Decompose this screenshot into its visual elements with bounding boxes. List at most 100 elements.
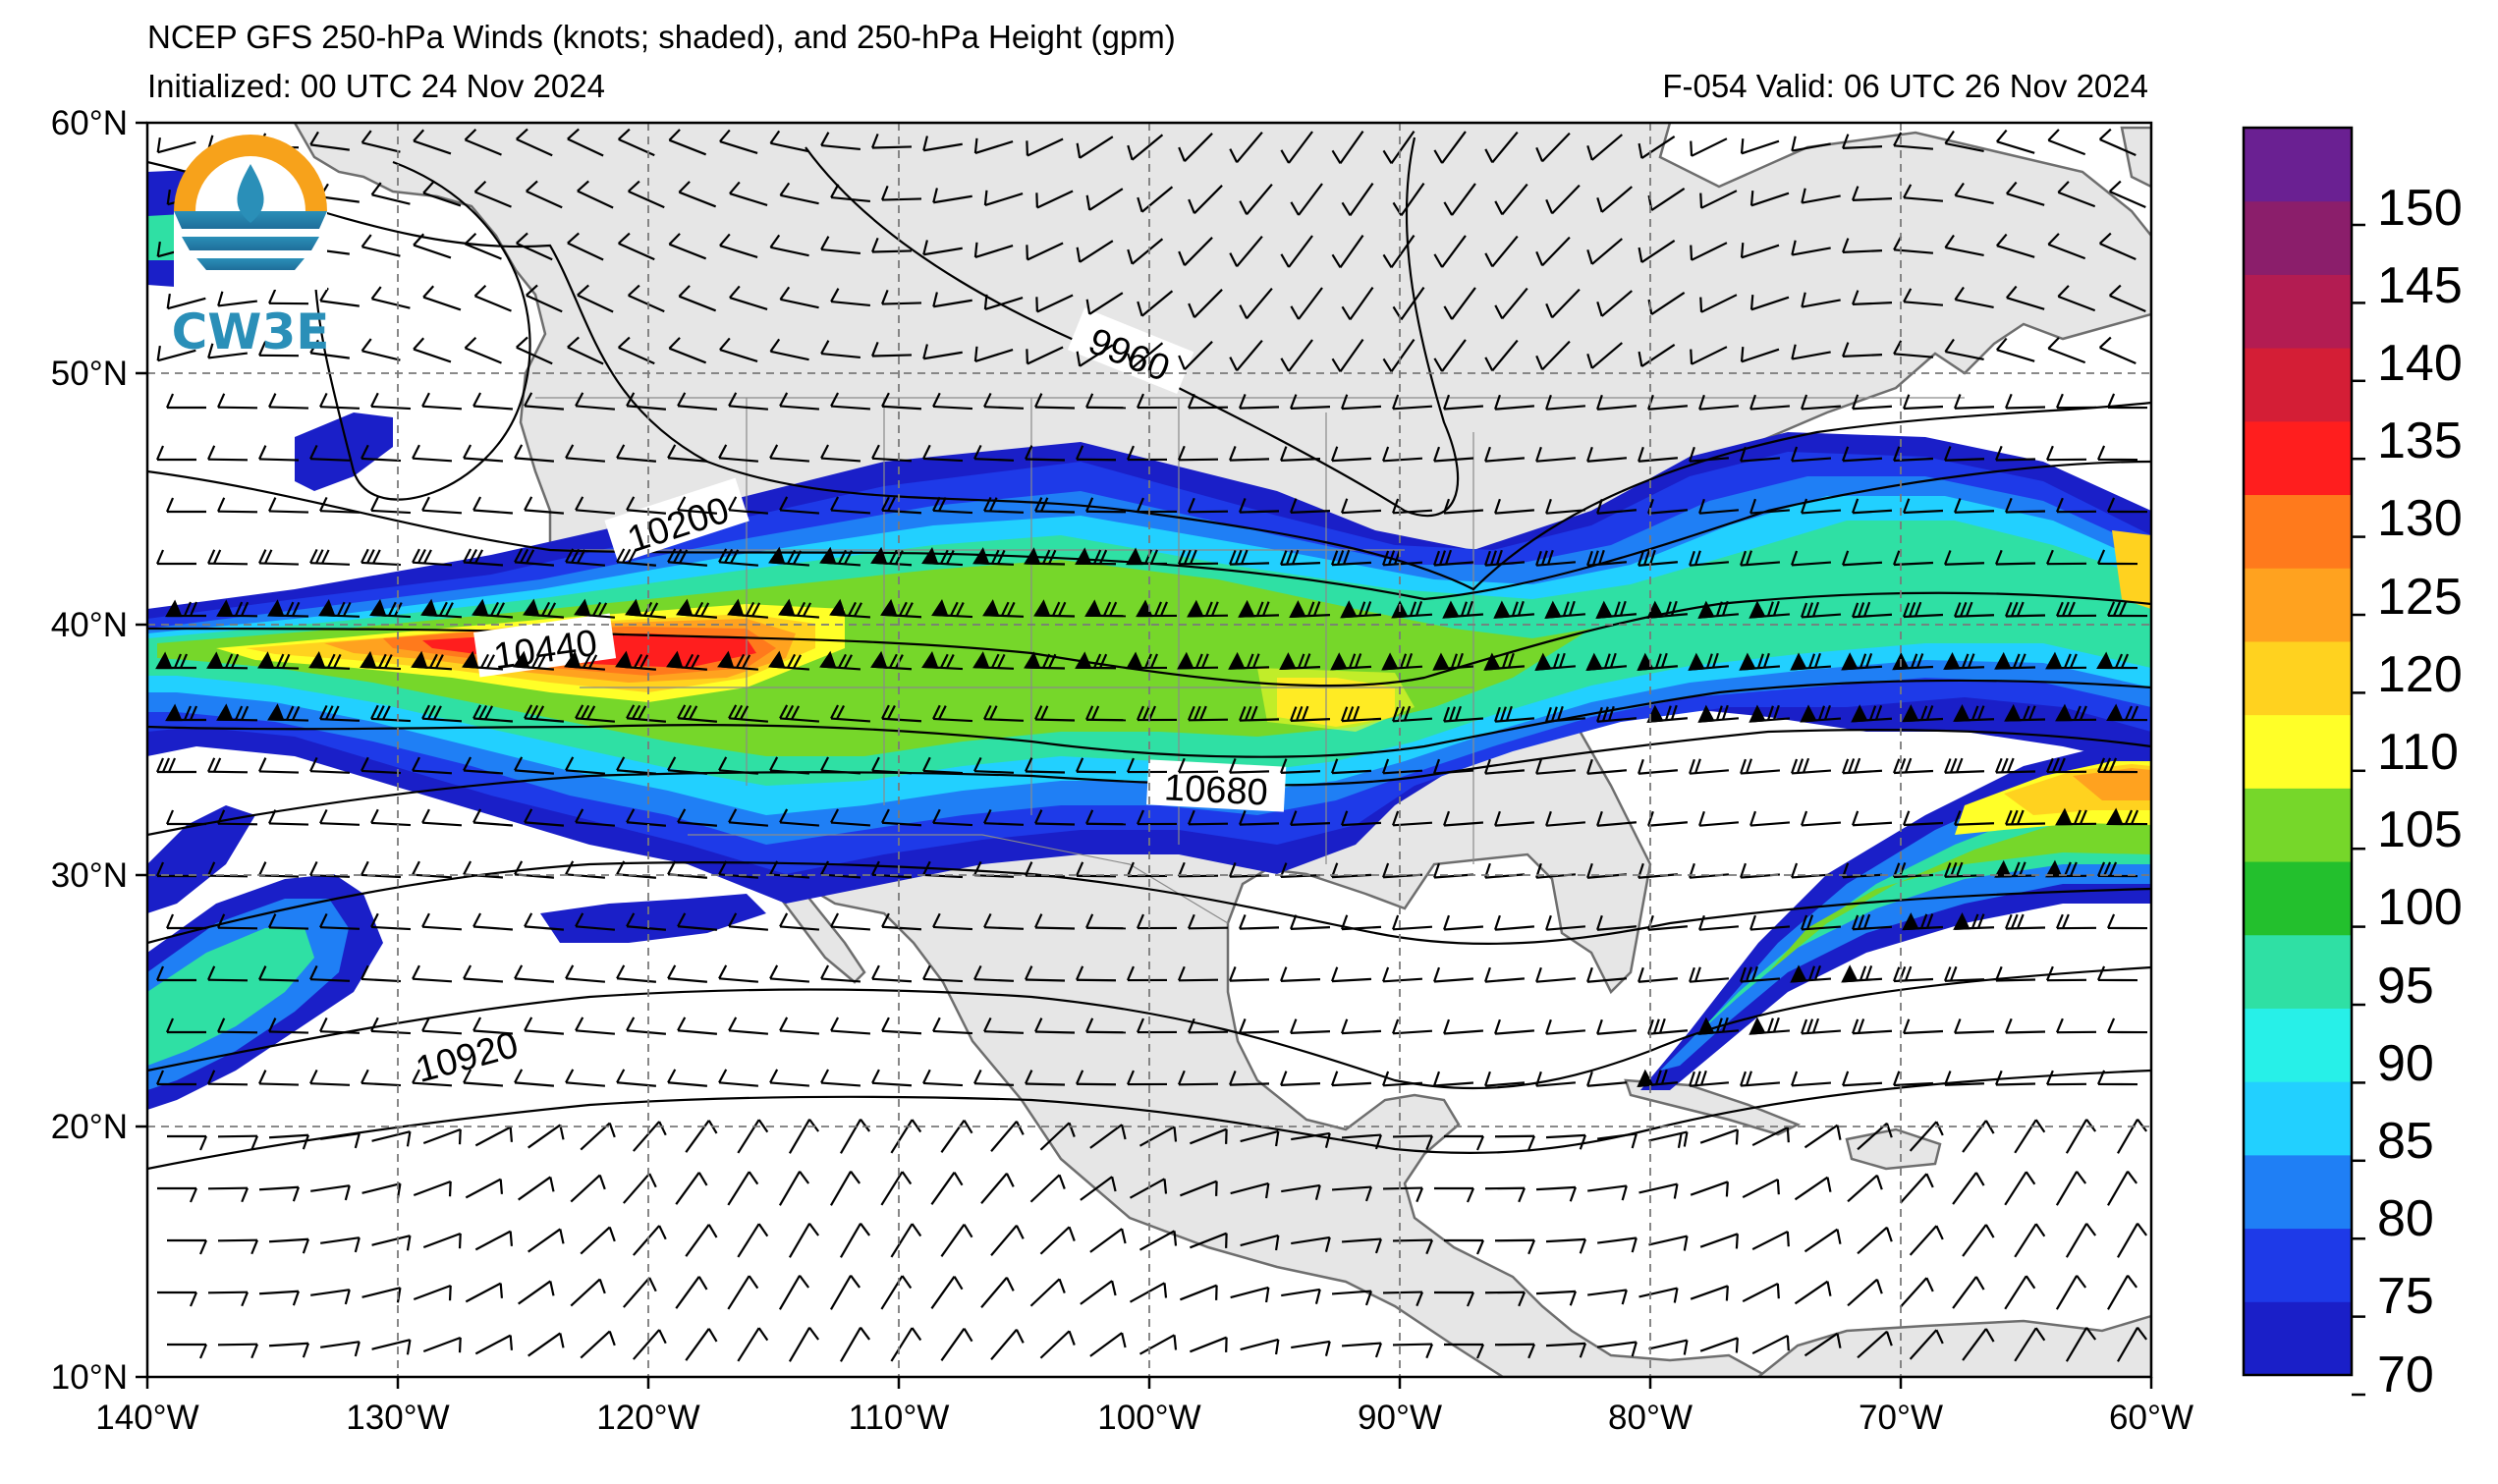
wind-barb: [2004, 703, 2046, 722]
wind-barb: [1697, 600, 1740, 619]
wind-barb: [678, 181, 717, 208]
wind-barb: [1443, 287, 1476, 320]
wind-barb: [565, 1069, 606, 1087]
wind-barb: [890, 1223, 922, 1258]
wind-barb: [463, 444, 504, 463]
wind-barb: [922, 964, 964, 983]
wind-barb: [309, 444, 351, 462]
wind-barb: [1994, 1070, 2036, 1086]
wind-barb: [524, 496, 565, 515]
wind-barb: [1852, 1018, 1893, 1035]
wind-barb: [472, 1017, 514, 1035]
wind-barb: [1229, 340, 1263, 371]
wind-barb: [565, 756, 606, 775]
colorbar-segment: [2244, 568, 2352, 642]
wind-barb: [580, 1122, 616, 1151]
wind-barb: [819, 546, 861, 567]
wind-barb: [370, 182, 411, 205]
wind-barb: [1240, 1338, 1280, 1355]
wind-barb: [2106, 393, 2148, 410]
wind-barb: [2055, 1275, 2087, 1310]
wind-barb: [1847, 1278, 1883, 1307]
wind-barb: [267, 289, 309, 305]
wind-barb: [881, 496, 922, 515]
wind-barb: [157, 1186, 198, 1203]
wind-barb: [2117, 1327, 2148, 1362]
wind-barb: [2014, 1327, 2046, 1362]
wind-barb: [1545, 288, 1581, 319]
colorbar-segment: [2244, 420, 2352, 496]
wind-barb: [973, 1069, 1015, 1086]
wind-barb: [922, 240, 963, 256]
wind-barb: [1943, 757, 1985, 774]
wind-barb: [1688, 652, 1730, 671]
lon-tick: 60°W: [2109, 1399, 2193, 1437]
wind-barb: [1433, 966, 1474, 983]
wind-barb: [1126, 651, 1168, 670]
wind-barb: [1126, 547, 1168, 566]
wind-barb: [2096, 1070, 2138, 1086]
wind-barb: [1330, 758, 1372, 775]
wind-barb: [633, 1329, 667, 1360]
wind-barb: [2055, 601, 2097, 618]
wind-barb: [2096, 757, 2138, 774]
wind-barb: [1689, 1070, 1730, 1087]
wind-barb: [2045, 965, 2087, 982]
wind-barb: [1433, 446, 1474, 463]
wind-barb: [1024, 547, 1066, 566]
wind-barb: [983, 496, 1025, 514]
wind-barb: [1443, 1238, 1485, 1255]
colorbar-tick: 145: [2377, 257, 2463, 314]
wind-barb: [1749, 498, 1791, 515]
wind-barb: [1902, 498, 1944, 515]
wind-barb: [268, 1342, 309, 1358]
wind-barb: [1994, 651, 2036, 670]
lat-tick: 60°N: [51, 104, 128, 142]
wind-barb: [1331, 235, 1364, 268]
wind-barb: [309, 756, 351, 774]
wind-barb: [1648, 1339, 1689, 1355]
wind-barb: [1791, 446, 1832, 463]
wind-barb: [1330, 446, 1372, 463]
wind-barb: [1847, 1174, 1883, 1203]
wind-barb: [1952, 1276, 1985, 1309]
wind-barb: [829, 1171, 861, 1206]
wind-barb: [1126, 861, 1168, 878]
wind-barb: [207, 1186, 250, 1203]
wind-barb: [309, 548, 351, 566]
wind-barb: [1494, 810, 1535, 827]
wind-barb: [1638, 549, 1679, 567]
wind-barb: [1801, 1017, 1842, 1035]
colorbar-tick: 105: [2377, 801, 2463, 858]
wind-barb: [1994, 445, 2036, 462]
wind-barb: [166, 293, 206, 310]
wind-barb: [1841, 342, 1883, 357]
wind-barb: [870, 650, 913, 671]
wind-barb: [1494, 1134, 1536, 1151]
wind-barb: [718, 444, 759, 463]
wind-barb: [575, 704, 616, 723]
wind-barb: [1034, 393, 1076, 410]
contour-11040: [147, 1069, 2151, 1171]
wind-barb: [165, 809, 206, 826]
wind-barb: [1076, 344, 1114, 367]
wind-barb: [268, 1237, 309, 1254]
wind-barb: [1791, 344, 1831, 360]
wind-barb: [2106, 703, 2148, 722]
wind-barb: [1953, 911, 1995, 930]
wind-barb: [728, 392, 769, 411]
wind-barb: [412, 444, 453, 463]
wind-barb: [165, 599, 206, 618]
wind-barb: [370, 496, 412, 515]
wind-barb: [1382, 966, 1423, 983]
wind-barb: [216, 913, 258, 930]
wind-barb: [1586, 549, 1628, 567]
wind-barb: [1290, 183, 1323, 216]
wind-barb: [1953, 1018, 1995, 1034]
wind-barb: [421, 912, 463, 931]
wind-barb: [769, 444, 810, 463]
wind-barb: [990, 1329, 1025, 1360]
wind-barb: [870, 237, 913, 253]
wind-barb: [616, 756, 657, 775]
wind-barb: [1545, 1237, 1587, 1254]
